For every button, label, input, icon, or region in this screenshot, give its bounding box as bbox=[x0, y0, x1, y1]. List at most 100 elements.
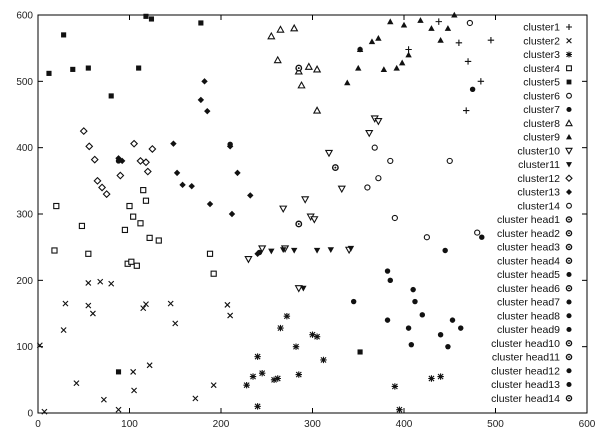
legend-marker bbox=[566, 189, 572, 195]
data-point bbox=[445, 25, 451, 31]
legend-label: cluster head6 bbox=[497, 283, 560, 295]
series-cluster8 bbox=[268, 25, 320, 113]
data-point bbox=[74, 381, 79, 386]
series-cluster7 bbox=[357, 47, 475, 350]
legend-marker-center bbox=[568, 232, 570, 234]
data-point bbox=[254, 403, 260, 409]
data-point bbox=[101, 397, 106, 402]
legend-entry: cluster head1 bbox=[497, 214, 572, 226]
data-point bbox=[392, 215, 397, 220]
series-cluster-head2 bbox=[116, 158, 121, 163]
legend-label: cluster head5 bbox=[497, 269, 560, 281]
data-point bbox=[387, 18, 393, 24]
x-tick-label: 0 bbox=[35, 419, 41, 430]
data-point bbox=[207, 201, 213, 207]
legend-marker bbox=[567, 203, 572, 208]
y-tick-label: 500 bbox=[16, 77, 33, 88]
data-point-center bbox=[334, 167, 336, 169]
data-point bbox=[86, 303, 91, 308]
data-point bbox=[225, 302, 230, 307]
data-point bbox=[388, 158, 393, 163]
data-point bbox=[296, 371, 302, 377]
legend-label: cluster head14 bbox=[491, 393, 560, 405]
legend-label: cluster head10 bbox=[491, 338, 560, 350]
x-tick-label: 600 bbox=[579, 419, 596, 430]
legend-entry: cluster2 bbox=[523, 35, 571, 47]
data-point bbox=[79, 223, 84, 228]
data-point bbox=[393, 65, 399, 71]
data-point bbox=[61, 32, 66, 37]
data-point bbox=[149, 16, 154, 21]
data-point bbox=[207, 251, 212, 256]
data-point bbox=[250, 373, 256, 379]
data-point bbox=[465, 58, 471, 64]
legend-entry: cluster head8 bbox=[497, 310, 572, 322]
data-point bbox=[479, 234, 484, 239]
legend-entry: cluster13 bbox=[517, 187, 572, 199]
series-cluster-head9 bbox=[450, 317, 455, 322]
legend-entry: cluster head12 bbox=[491, 365, 571, 377]
legend-label: cluster6 bbox=[523, 90, 560, 102]
series-cluster14 bbox=[296, 65, 338, 226]
data-point bbox=[314, 107, 320, 113]
data-point bbox=[396, 406, 402, 412]
data-point bbox=[109, 93, 114, 98]
data-point bbox=[300, 286, 306, 292]
legend-marker bbox=[567, 66, 572, 71]
data-point bbox=[478, 78, 484, 84]
series-cluster-head6 bbox=[385, 317, 390, 322]
data-point bbox=[293, 343, 299, 349]
data-point bbox=[445, 344, 450, 349]
legend-label: cluster head2 bbox=[497, 228, 560, 240]
y-tick-label: 600 bbox=[16, 11, 33, 22]
series-cluster10 bbox=[245, 116, 381, 292]
data-point bbox=[291, 25, 297, 31]
legend-entry: cluster8 bbox=[523, 118, 572, 130]
legend-entry: cluster14 bbox=[517, 200, 571, 212]
series-cluster-head8 bbox=[409, 342, 414, 347]
legend-entry: cluster head7 bbox=[497, 297, 572, 309]
data-point bbox=[388, 278, 393, 283]
data-point bbox=[257, 250, 262, 255]
data-point bbox=[193, 396, 198, 401]
data-point bbox=[63, 301, 68, 306]
data-point bbox=[284, 313, 290, 319]
data-point bbox=[412, 299, 417, 304]
data-point bbox=[52, 248, 57, 253]
data-point bbox=[438, 332, 443, 337]
data-point bbox=[46, 71, 51, 76]
legend-marker bbox=[566, 134, 572, 139]
data-point bbox=[117, 172, 123, 178]
data-point bbox=[54, 203, 59, 208]
data-point bbox=[302, 197, 308, 203]
data-point bbox=[428, 375, 434, 381]
legend-label: cluster head13 bbox=[491, 379, 560, 391]
data-point bbox=[245, 257, 251, 263]
data-point bbox=[138, 221, 143, 226]
data-point bbox=[122, 227, 127, 232]
data-point bbox=[131, 369, 136, 374]
data-point bbox=[369, 38, 375, 44]
data-point bbox=[401, 22, 407, 28]
legend-entry: cluster head10 bbox=[491, 338, 571, 350]
data-point bbox=[86, 66, 91, 71]
legend-entry: cluster head3 bbox=[497, 242, 572, 254]
legend-label: cluster1 bbox=[523, 22, 560, 34]
data-point bbox=[344, 79, 350, 85]
legend-entry: cluster4 bbox=[523, 63, 571, 75]
data-point bbox=[170, 140, 176, 146]
legend-marker bbox=[566, 24, 572, 30]
data-point bbox=[143, 14, 148, 19]
data-point bbox=[381, 66, 387, 72]
data-point bbox=[86, 251, 91, 256]
data-point bbox=[470, 87, 475, 92]
data-point bbox=[137, 158, 143, 164]
series-cluster-head4 bbox=[227, 142, 232, 147]
data-point bbox=[306, 64, 312, 70]
x-tick-label: 200 bbox=[213, 419, 230, 430]
data-point bbox=[424, 235, 429, 240]
legend-marker bbox=[566, 148, 572, 153]
y-tick-label: 0 bbox=[27, 409, 33, 420]
data-point bbox=[328, 247, 334, 253]
data-point bbox=[136, 66, 141, 71]
